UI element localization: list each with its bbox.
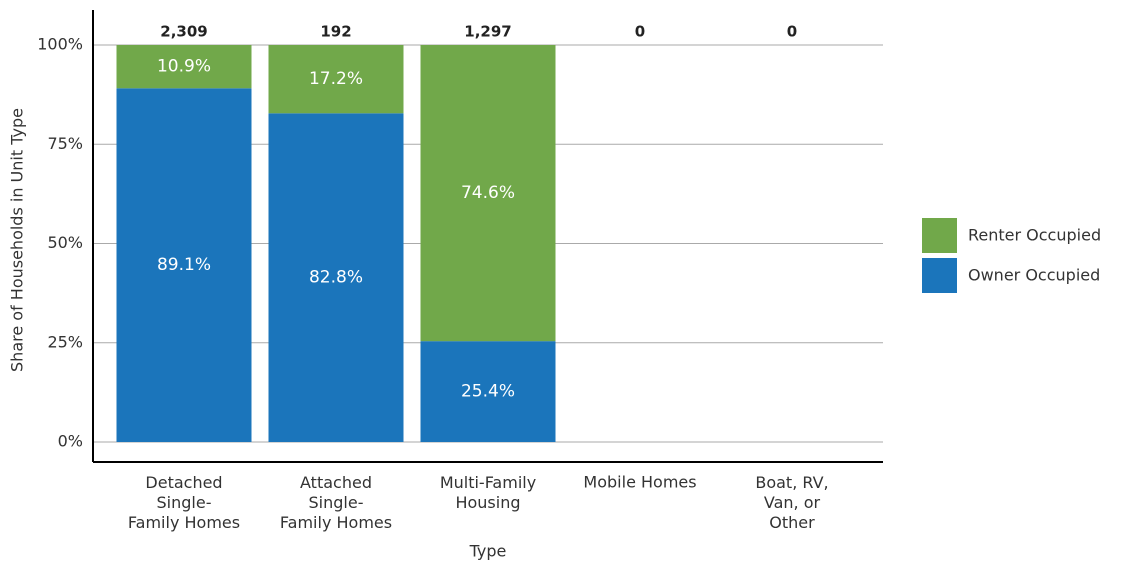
x-tick-label: Mobile Homes: [583, 473, 696, 492]
total-label: 1,297: [464, 23, 511, 41]
legend-swatch: [922, 218, 957, 253]
legend-label: Owner Occupied: [968, 266, 1100, 285]
value-label: 89.1%: [157, 255, 211, 275]
value-label: 10.9%: [157, 57, 211, 77]
y-tick-label: 100%: [37, 35, 83, 54]
y-tick-label: 75%: [47, 134, 83, 153]
bar-segment: [420, 45, 556, 342]
x-tick-label: Attached Single-Family Homes: [280, 473, 392, 532]
bar-segment: [420, 341, 556, 442]
total-label: 2,309: [160, 23, 207, 41]
value-label: 17.2%: [309, 69, 363, 89]
value-label: 25.4%: [461, 382, 515, 402]
total-label: 0: [787, 23, 797, 41]
x-tick-label: Multi-Family Housing: [440, 473, 536, 512]
value-label: 82.8%: [309, 268, 363, 288]
y-tick-label: 25%: [47, 332, 83, 351]
y-tick-label: 50%: [47, 233, 83, 252]
y-tick-label: 0%: [58, 432, 83, 451]
x-tick-label: Boat, RV, Van, or Other: [755, 473, 828, 532]
total-label: 0: [635, 23, 645, 41]
bar-segment: [268, 113, 404, 442]
bar-segment: [116, 88, 252, 442]
y-axis-title: Share of Households in Unit Type: [8, 108, 27, 372]
total-label: 192: [320, 23, 351, 41]
legend-swatch: [922, 258, 957, 293]
bar-segment: [268, 45, 404, 114]
x-tick-label: Detached Single-Family Homes: [128, 473, 240, 532]
legend-label: Renter Occupied: [968, 226, 1101, 245]
value-label: 74.6%: [461, 183, 515, 203]
x-axis-title: Type: [469, 542, 507, 561]
bar-segment: [116, 45, 252, 89]
